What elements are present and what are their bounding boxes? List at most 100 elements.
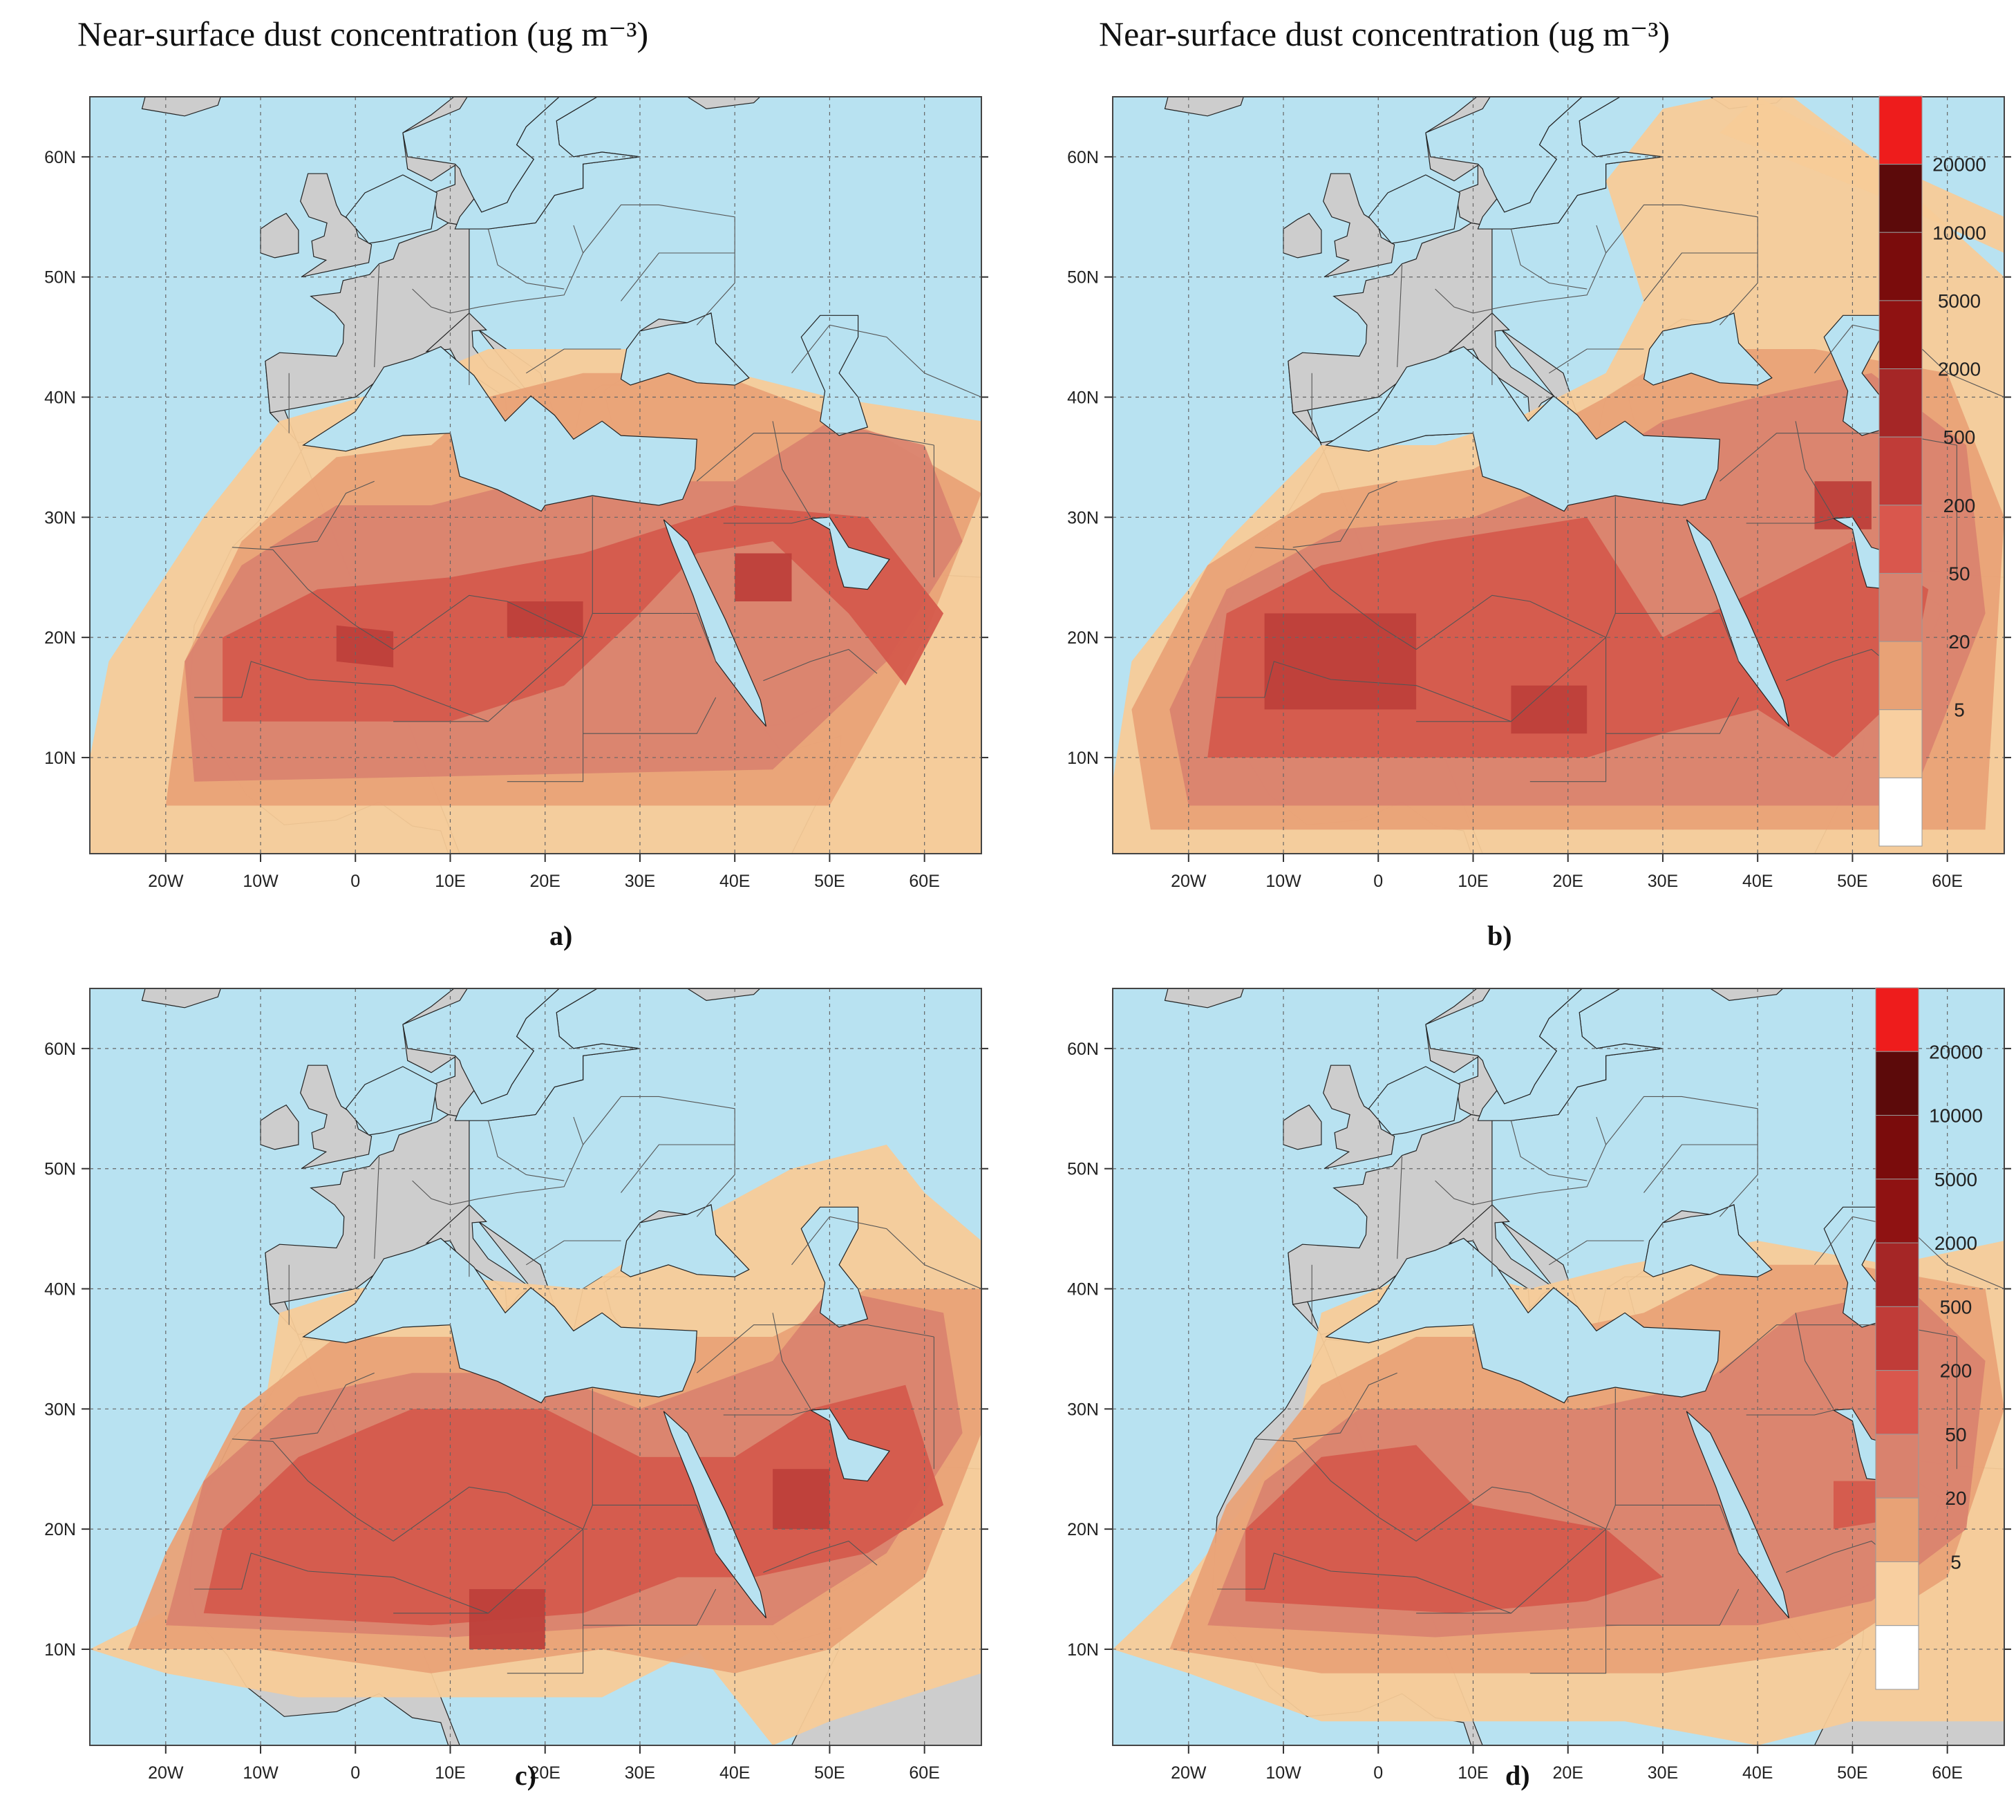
colorbar-label: 20 (1948, 631, 1970, 653)
colorbar-label: 20000 (1932, 154, 1986, 176)
sea-area (1325, 346, 1720, 512)
colorbar-swatch (1875, 987, 1919, 1052)
country-border (374, 265, 380, 368)
country-border (412, 225, 584, 314)
country-border (1705, 612, 1740, 662)
colorbar-swatch (1875, 1497, 1919, 1562)
colorbar-swatch (1878, 436, 1923, 506)
sea-area (1686, 1411, 1790, 1619)
country-border (393, 636, 584, 782)
colorbar-label: 50 (1945, 1424, 1966, 1445)
country-border (270, 480, 375, 548)
dust-concentration-area (1511, 685, 1588, 734)
sea-area (809, 516, 890, 590)
country-border (1605, 697, 1740, 734)
country-border (526, 1240, 621, 1266)
country-border (1795, 421, 1834, 518)
lon-tick-label: 50E (1837, 872, 1867, 891)
land-area (1283, 1104, 1322, 1150)
lat-tick-label: 30N (44, 508, 76, 527)
colorbar-bottom: 20000 10000 5000 2000 500 200 50 20 5 (1873, 985, 1997, 1697)
sea-area (1325, 1237, 1720, 1404)
colorbar-label: 200 (1943, 495, 1976, 516)
colorbar-label: 20 (1945, 1488, 1966, 1509)
dust-concentration-area (469, 1589, 545, 1649)
lon-tick-label: 20E (1552, 1763, 1583, 1783)
colorbar-swatch (1878, 300, 1923, 370)
country-border (526, 348, 621, 374)
sea-area (1477, 97, 1664, 229)
colorbar-swatch (1878, 572, 1923, 642)
country-border (723, 1409, 811, 1416)
country-border (1416, 636, 1607, 782)
colorbar-swatch (1875, 1434, 1919, 1499)
country-border (487, 1120, 565, 1181)
sea-area (1477, 988, 1664, 1121)
lon-tick-label: 20W (148, 872, 184, 891)
lon-tick-label: 30E (625, 872, 655, 891)
lon-tick-label: 0 (1373, 872, 1383, 891)
lon-tick-label: 30E (1648, 1763, 1678, 1783)
country-border (1510, 229, 1588, 290)
lon-tick-label: 10W (243, 1763, 279, 1783)
lat-tick-label: 40N (44, 388, 76, 408)
country-border (232, 496, 593, 650)
country-border (1397, 1156, 1403, 1259)
colorbar-label: 2000 (1934, 1232, 1977, 1254)
sea-area (302, 346, 697, 512)
country-border (1292, 480, 1397, 548)
land-area (260, 212, 299, 259)
country-border (1605, 1588, 1740, 1626)
lon-tick-label: 0 (1373, 1763, 1383, 1783)
panel-label-a: a) (549, 920, 573, 951)
country-border (621, 252, 735, 301)
lon-tick-label: 50E (814, 872, 845, 891)
map-frame (89, 988, 982, 1746)
country-border (1217, 661, 1511, 722)
colorbar-top: 20000 10000 5000 2000 500 200 50 20 5 (1876, 93, 2001, 854)
lon-tick-label: 10E (1458, 1763, 1488, 1783)
colorbar-swatch (1875, 1242, 1919, 1307)
country-border (682, 1504, 717, 1554)
lat-tick-label: 50N (1067, 268, 1099, 288)
country-border (1605, 204, 1758, 326)
country-border (487, 229, 565, 290)
lon-tick-label: 10E (435, 872, 465, 891)
country-border (1795, 1313, 1834, 1409)
land-area (300, 173, 373, 278)
country-border (763, 648, 878, 682)
land-area (260, 1104, 299, 1150)
colorbar-swatch (1878, 777, 1923, 847)
country-border (1217, 1552, 1511, 1614)
country-border (194, 661, 489, 722)
country-border (1746, 1409, 1834, 1416)
dust-concentration-area (203, 1385, 944, 1626)
lat-tick-label: 10N (44, 1640, 76, 1660)
lat-tick-label: 10N (1067, 749, 1099, 768)
colorbar-label: 200 (1940, 1360, 1972, 1382)
colorbar-label: 500 (1940, 1296, 1972, 1317)
lon-tick-label: 60E (909, 1763, 939, 1783)
country-border (583, 1588, 717, 1626)
sea-area (809, 1408, 890, 1482)
colorbar-label: 20000 (1929, 1041, 1983, 1062)
panel-label-d: d) (1505, 1760, 1530, 1791)
colorbar-swatch (1878, 709, 1923, 778)
lat-tick-label: 60N (1067, 148, 1099, 167)
lat-tick-label: 10N (1067, 1640, 1099, 1660)
map-svg-c: 60N 50N 40N 30N 20N 10N 20W 10W 0 10E 20E 30E 40E 50E… (44, 988, 988, 1783)
lon-tick-label: 10W (243, 872, 279, 891)
colorbar-swatch (1878, 232, 1923, 301)
colorbar-svg: 20000 10000 5000 2000 500 200 50 20 5 (1878, 95, 1986, 847)
sea-area (1686, 519, 1790, 727)
country-border (1292, 1372, 1397, 1440)
sea-area (620, 1204, 750, 1277)
lon-tick-label: 40E (1742, 872, 1773, 891)
colorbar-label: 500 (1943, 426, 1976, 448)
sea-area (663, 1411, 767, 1619)
lon-tick-label: 50E (814, 1763, 845, 1783)
lat-tick-label: 40N (1067, 388, 1099, 408)
colorbar-swatch (1878, 368, 1923, 438)
lat-tick-label: 50N (1067, 1160, 1099, 1179)
colorbar-swatch (1875, 1115, 1919, 1180)
